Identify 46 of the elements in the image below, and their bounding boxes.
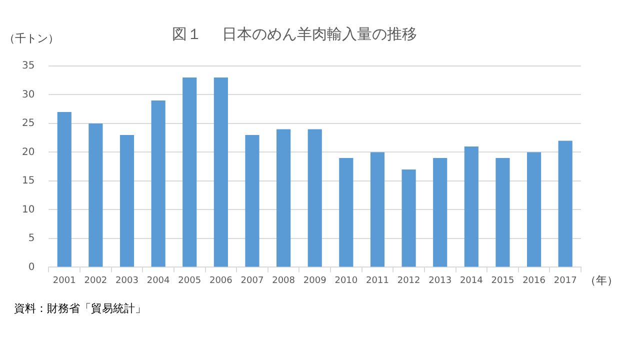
bar [214, 77, 228, 267]
bar [308, 129, 322, 267]
y-tick-label: 20 [22, 146, 35, 158]
bar [182, 77, 197, 267]
x-tick-label: 2006 [209, 276, 233, 286]
text: 資料：財務省「貿易統計」 [14, 302, 146, 316]
bar [370, 152, 385, 267]
y-tick-label: 10 [22, 204, 35, 216]
x-tick-label: 2003 [116, 276, 138, 286]
bar [245, 134, 260, 267]
y-tick-label: 30 [22, 89, 35, 100]
x-tick-label: 2005 [178, 276, 202, 286]
x-tick-label: 2001 [52, 276, 76, 286]
y-tick-label: 15 [22, 176, 35, 187]
bar [57, 112, 72, 267]
chart-title: 図１ 日本のめん羊肉輸入量の推移 [172, 24, 417, 43]
y-tick-label: 5 [28, 233, 35, 244]
x-tick-label: 2009 [303, 276, 327, 286]
x-axis-title: （年） [585, 274, 617, 288]
bar [402, 169, 416, 267]
x-tick-label: 2016 [522, 276, 546, 286]
y-tick-label: 25 [22, 118, 35, 130]
x-tick-label: 2012 [397, 276, 420, 286]
bar [88, 123, 103, 267]
bar [151, 100, 166, 267]
x-tick-label: 2010 [334, 276, 358, 286]
bar [464, 146, 478, 267]
bar [339, 158, 354, 267]
x-tick-label: 2013 [428, 276, 452, 286]
bar [526, 152, 542, 267]
bar [433, 158, 448, 267]
y-axis-title: （千トン） [4, 32, 59, 45]
bar [558, 140, 572, 267]
bar [120, 134, 134, 267]
x-tick-label: 2014 [460, 276, 484, 286]
x-tick-label: 2017 [554, 276, 577, 286]
x-tick-label: 2015 [491, 276, 514, 286]
y-tick-label: 35 [22, 60, 35, 72]
x-tick-label: 2011 [366, 276, 389, 286]
x-tick-label: 2002 [84, 276, 108, 286]
bar [276, 129, 291, 267]
x-tick-label: 2008 [272, 276, 296, 286]
bar [496, 158, 510, 267]
y-tick-label: 0 [28, 262, 35, 273]
x-tick-label: 2004 [146, 276, 170, 286]
x-tick-label: 2007 [240, 276, 264, 286]
